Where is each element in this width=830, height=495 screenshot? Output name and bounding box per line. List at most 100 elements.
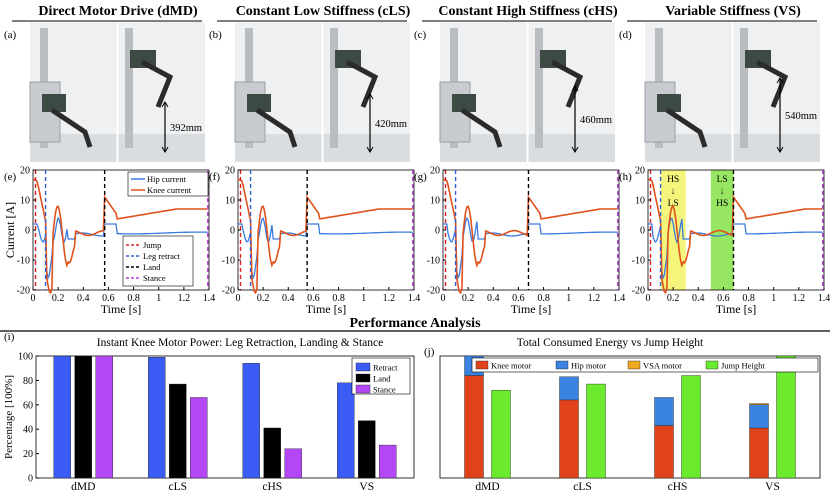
stack-knee-motor: [749, 427, 769, 479]
legend-label: Knee motor: [491, 361, 532, 371]
x-tick-label: 1: [566, 293, 571, 304]
legend-swatch: [705, 360, 719, 370]
arrow-head: [366, 93, 374, 100]
bar-land: [358, 420, 376, 479]
y-tick-label: 0: [435, 226, 440, 237]
photo-divider: [526, 22, 529, 162]
plot-frame: [237, 169, 415, 291]
bar-land: [169, 383, 187, 479]
robot-body: [42, 94, 66, 112]
y-tick-label: 10: [635, 196, 645, 207]
stack-knee-motor: [559, 399, 579, 479]
legend-label: Jump Height: [721, 361, 765, 371]
photo-panels: 392mm (a) 420mm (b) 460mm (c) 540mm (d): [4, 22, 820, 162]
photo-divider: [116, 22, 119, 162]
category-label: dMD: [475, 481, 499, 493]
rig-frame: [740, 28, 748, 148]
current-plot: 0 0.2 0.4 0.6 0.8 1 1.2 1.4 -20 -10 0 10 20 Time [s] (…: [414, 166, 625, 317]
x-tick-label: 0.8: [127, 293, 140, 304]
legend-swatch: [355, 373, 371, 383]
legend-hip-label: Hip current: [147, 174, 187, 184]
arrow-head: [161, 101, 169, 108]
knee-current-line: [237, 178, 413, 295]
annotation-text: ↓: [720, 187, 725, 197]
y-tick-label: 20: [635, 166, 645, 177]
y-tick-label: -10: [17, 256, 30, 267]
annotation-text: HS: [667, 175, 679, 185]
panel-letter: (j): [424, 346, 435, 358]
robot-leg: [345, 59, 379, 108]
legend-swatch: [355, 362, 371, 372]
chart-title: Total Consumed Energy vs Jump Height: [517, 337, 704, 349]
legend-box: [127, 171, 209, 197]
column-title: Variable Stiffness (VS): [665, 4, 801, 19]
robot-leg: [460, 107, 503, 148]
robot-body: [247, 94, 271, 112]
arrow-head: [571, 146, 579, 153]
stack-vsa-motor: [749, 403, 769, 405]
photo-divider: [321, 22, 324, 162]
photo-panel: 420mm (b): [209, 22, 410, 162]
x-tick-label: 0.8: [742, 293, 755, 304]
height-label: 540mm: [785, 111, 817, 122]
x-tick-label: 1.4: [613, 293, 626, 304]
bar-retract: [148, 357, 166, 479]
column-title: Constant Low Stiffness (cLS): [236, 4, 411, 19]
ls-to-hs-region: [710, 170, 734, 290]
y-tick-label: 40: [23, 425, 33, 436]
chart-title: Instant Knee Motor Power: Leg Retraction…: [97, 337, 383, 349]
annotation-text: LS: [717, 175, 728, 185]
bar-jump-height: [681, 375, 701, 479]
current-plot: 0 0.2 0.4 0.6 0.8 1 1.2 1.4 -20 -10 0 10 20 Time [s] (…: [3, 166, 215, 317]
stack-knee-motor: [464, 375, 484, 479]
column-title: Direct Motor Drive (dMD): [38, 4, 198, 19]
bar-retract: [337, 382, 355, 479]
x-tick-label: 0.4: [282, 293, 295, 304]
legend-swatch: [355, 384, 371, 394]
height-label: 460mm: [580, 115, 612, 126]
robot-leg: [50, 107, 93, 148]
y-tick-label: -20: [222, 286, 235, 297]
robot-leg: [755, 59, 789, 108]
bar-jump-height: [776, 355, 796, 479]
stack-hip-motor: [559, 376, 579, 401]
y-tick-label: -20: [632, 286, 645, 297]
x-tick-label: 1: [771, 293, 776, 304]
category-label: cLS: [573, 481, 592, 493]
bar-retract: [242, 363, 260, 479]
panel-letter: (i): [4, 331, 15, 343]
y-tick-label: -20: [17, 286, 30, 297]
legend-box: [122, 235, 194, 287]
bar-retract: [53, 355, 71, 479]
category-label: VS: [359, 481, 374, 493]
y-tick-label: -20: [427, 286, 440, 297]
hip-current-line: [238, 217, 413, 280]
x-tick-label: 0.2: [462, 293, 475, 304]
x-tick-label: 0.6: [512, 293, 525, 304]
x-tick-label: 1.4: [408, 293, 421, 304]
panel-letter: (b): [209, 29, 222, 41]
stack-knee-motor: [654, 425, 674, 479]
bar-jump-height: [491, 389, 511, 479]
y-axis-label: Percentage [100%]: [3, 375, 15, 459]
knee-power-chart: Instant Knee Motor Power: Leg Retraction…: [3, 331, 415, 493]
bar-stance: [379, 444, 397, 479]
x-tick-label: 0.2: [667, 293, 680, 304]
photo-divider: [731, 22, 734, 162]
y-tick-label: -10: [632, 256, 645, 267]
bar-stance: [95, 355, 113, 479]
category-label: VS: [765, 481, 780, 493]
x-tick-label: 0.6: [102, 293, 115, 304]
x-tick-label: 1: [156, 293, 161, 304]
x-tick-label: 0.6: [307, 293, 320, 304]
legend-label: Land: [373, 374, 391, 384]
height-label: 420mm: [375, 119, 407, 130]
plot-letter: (e): [4, 171, 17, 183]
arrow-head: [776, 146, 784, 153]
arrow-head: [366, 146, 374, 153]
plot-letter: (h): [619, 171, 632, 183]
x-tick-label: 0: [31, 293, 36, 304]
legend-jump-label: Jump: [143, 240, 161, 250]
